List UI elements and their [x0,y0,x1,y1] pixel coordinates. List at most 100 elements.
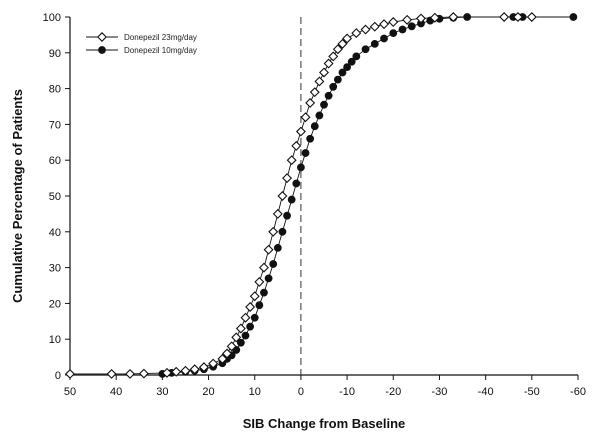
y-tick-label: 60 [49,155,61,167]
data-point [379,19,390,30]
data-point [171,366,182,377]
data-point [236,338,245,347]
data-point [189,364,200,375]
data-point [291,140,302,151]
x-tick-label: 0 [298,386,304,398]
data-point [249,291,260,302]
data-point [245,302,256,312]
data-point [320,100,328,109]
data-point [370,39,379,48]
x-tick-label: -60 [570,386,586,398]
data-point [407,22,416,31]
y-tick-label: 100 [43,12,61,24]
data-point [208,358,219,369]
x-tick-label: 20 [202,386,214,398]
data-point [398,25,407,34]
data-point [314,76,325,87]
data-point [282,173,293,184]
x-tick-label: 10 [249,386,261,398]
data-point [300,112,311,123]
data-point [65,368,75,379]
data-point [278,227,287,236]
series-layer [65,12,578,379]
data-point [222,348,232,359]
data-point [512,12,523,22]
x-tick-label: -50 [524,386,540,398]
data-point [306,134,315,143]
data-point [162,367,172,378]
data-point [332,44,343,55]
data-point [273,244,282,252]
data-point [333,75,342,84]
data-point [264,274,273,283]
data-point [360,24,371,35]
data-point [499,12,510,22]
y-tick-label: 90 [49,48,61,60]
y-tick-label: 10 [49,334,61,346]
x-axis-title: SIB Change from Baseline [243,416,406,431]
data-point [268,226,279,237]
data-point [315,111,324,120]
data-point [272,208,283,219]
data-point [125,368,136,379]
data-point [352,52,361,61]
data-point [286,155,297,166]
x-tick-label: 40 [110,386,122,398]
data-point [180,365,191,376]
data-point [343,63,351,72]
x-tick-label: -20 [385,386,401,398]
data-point [283,211,291,220]
data-point [235,323,246,334]
data-point [389,29,398,38]
series-donepezil-23mg [65,12,537,379]
legend-diamond-marker [97,32,107,42]
data-point [277,191,288,201]
data-point [241,331,250,340]
data-point [240,312,251,323]
data-point [448,12,459,22]
data-point [388,17,399,27]
y-axis-ticks: 0 10 20 30 40 50 60 70 80 90 100 [43,12,70,382]
data-point [106,368,117,379]
data-point [429,12,440,23]
data-point [258,262,269,273]
data-point [526,12,537,22]
data-point [198,362,209,373]
x-tick-label: 30 [156,386,168,398]
y-tick-label: 40 [49,227,61,239]
data-point [292,179,301,188]
data-point [255,301,264,310]
data-point [361,45,370,54]
y-tick-label: 0 [55,370,61,382]
y-tick-label: 50 [49,191,61,203]
legend-circle-marker [98,46,106,54]
data-point [305,97,316,108]
x-tick-label: 50 [64,386,76,398]
data-point [260,288,268,297]
data-point [297,163,305,172]
legend-entry: Donepezil 10mg/day [86,46,197,55]
data-point [319,67,329,78]
data-point [323,58,334,69]
data-point [351,28,362,39]
data-point [380,34,388,43]
data-point [263,244,274,255]
data-point [287,195,296,204]
x-tick-label: -40 [478,386,494,398]
y-tick-label: 80 [49,84,61,96]
data-point [217,353,228,364]
x-axis-ticks: 50 40 30 20 10 0 -10 -20 -30 -40 -50 -60 [64,375,586,398]
legend-label: Donepezil 10mg/day [124,46,197,55]
data-point [337,38,348,49]
y-axis-title: Cumulative Percentage of Patients [10,89,25,303]
data-point [231,332,242,343]
data-point [338,68,347,77]
data-point [329,82,338,91]
data-point [310,122,319,131]
y-tick-label: 30 [49,263,61,275]
data-point [347,57,356,66]
y-tick-label: 70 [49,119,61,131]
